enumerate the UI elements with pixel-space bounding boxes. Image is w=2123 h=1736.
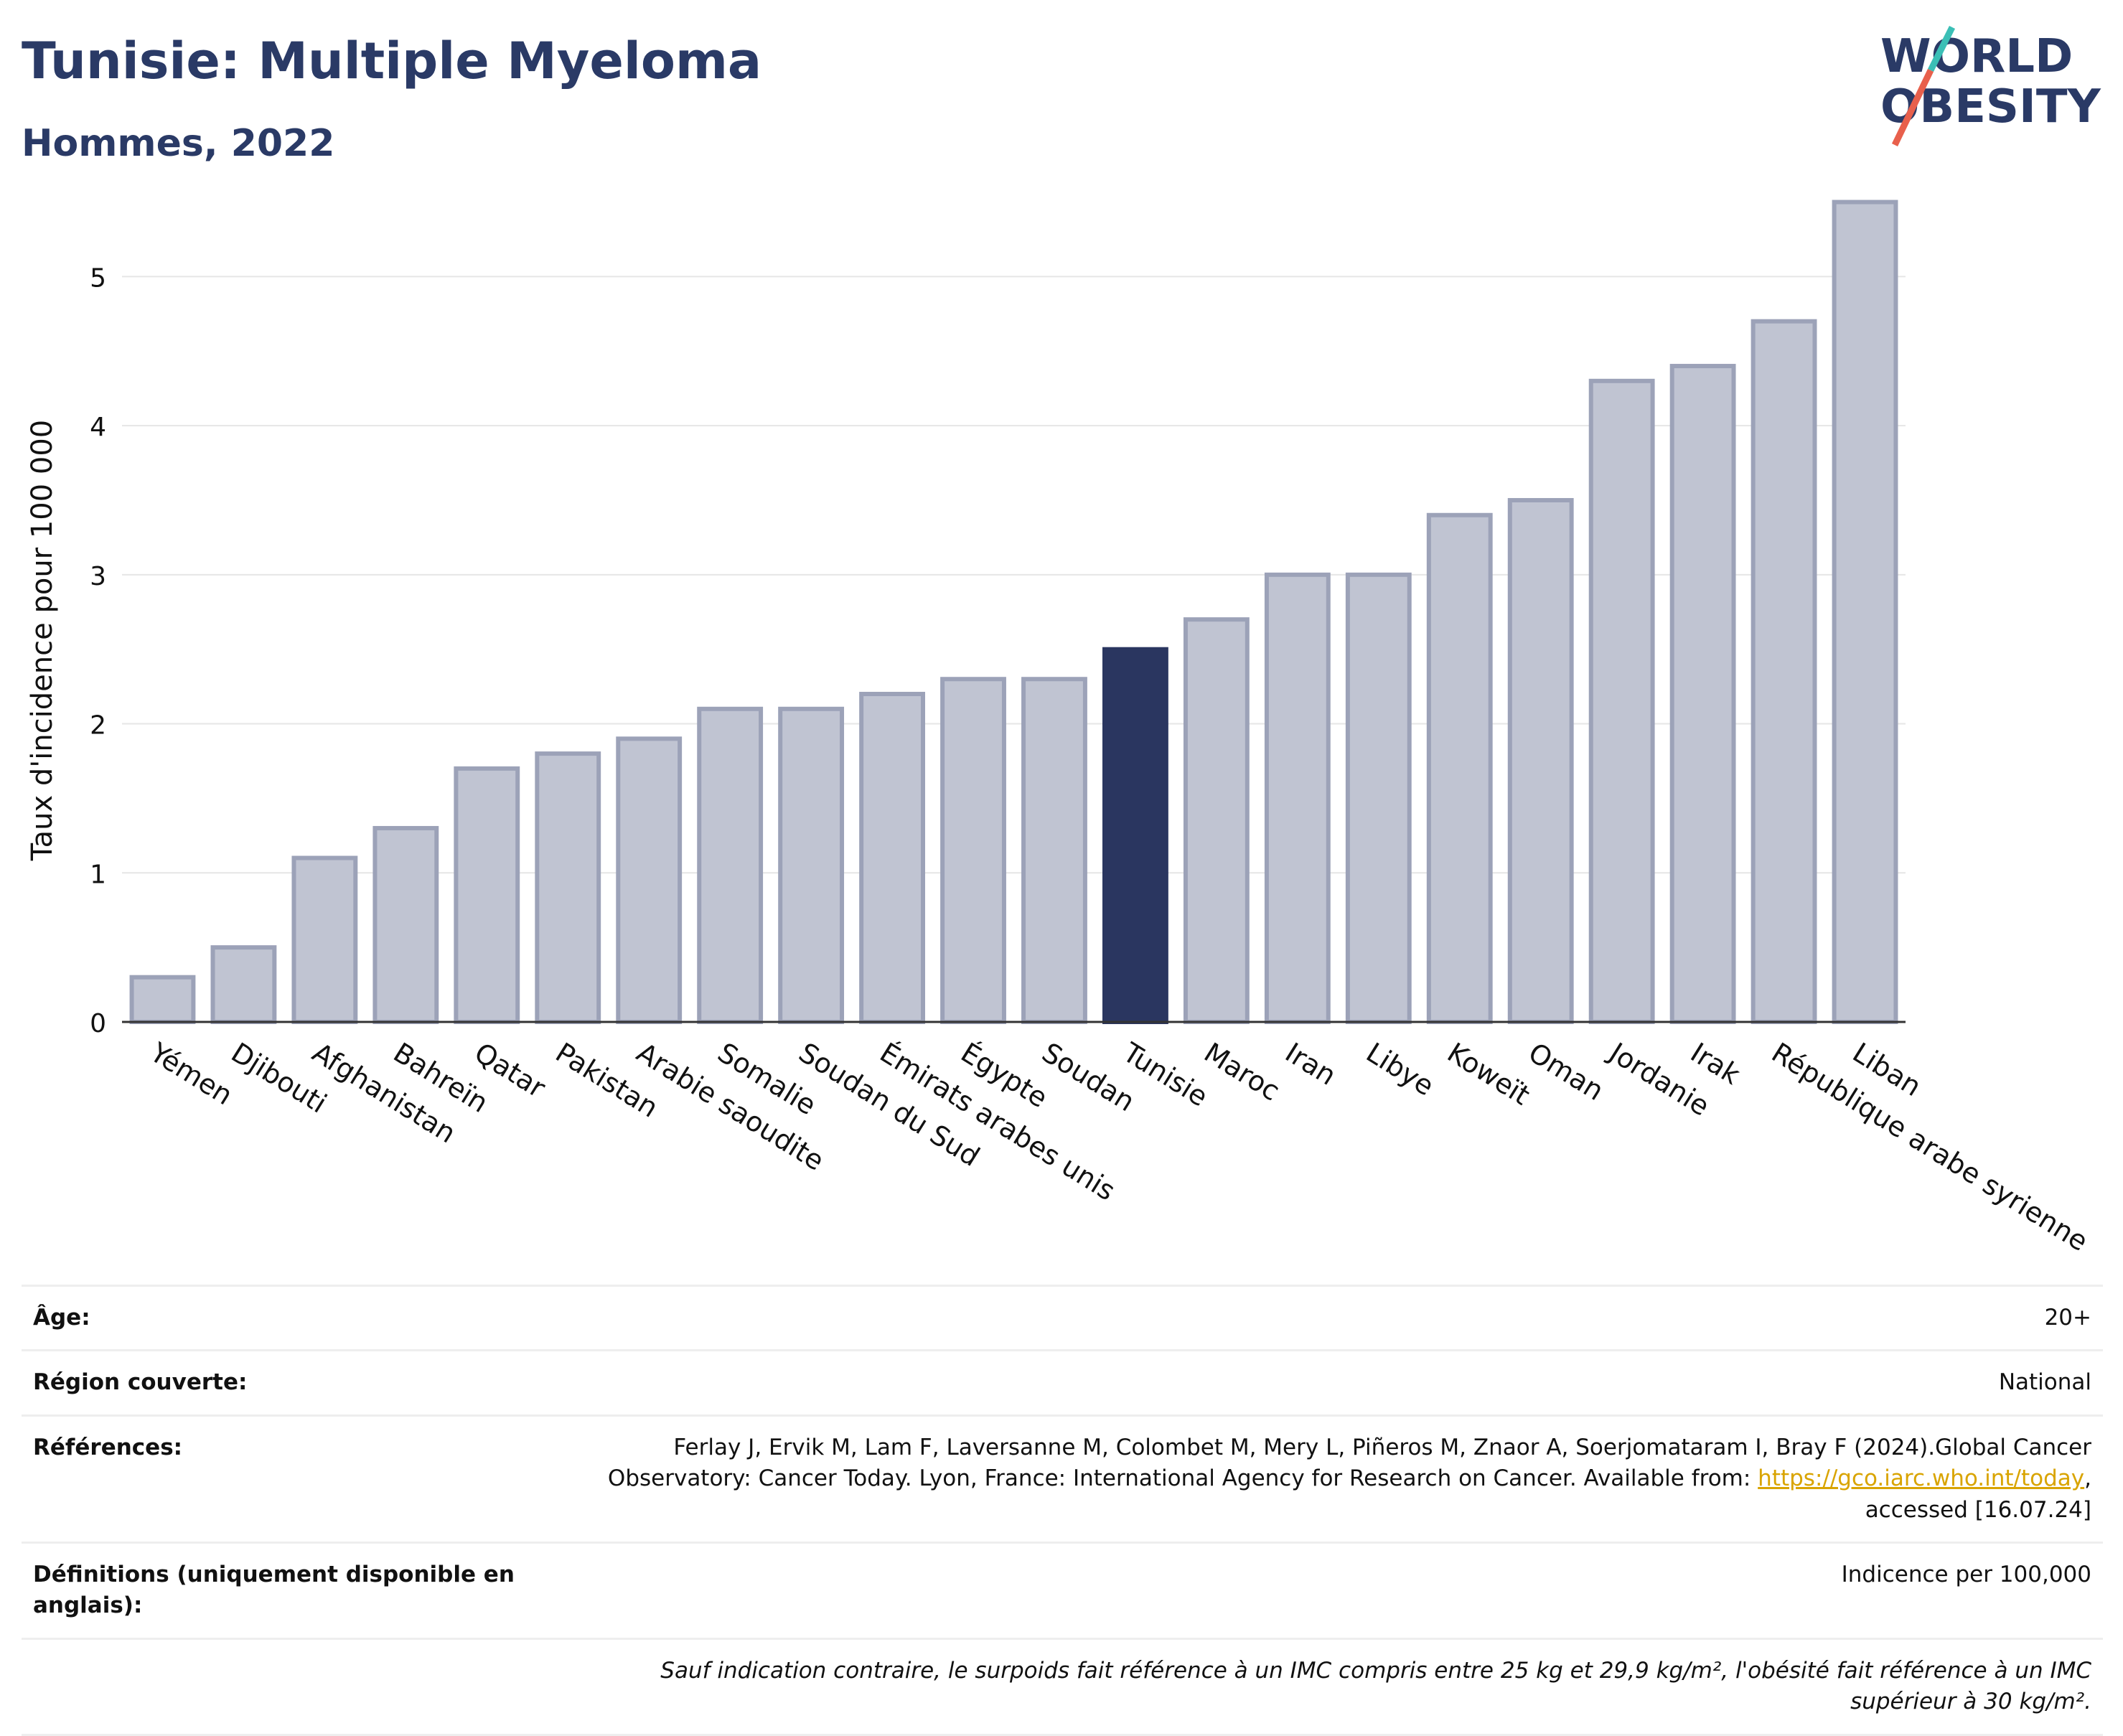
bar-15 <box>1345 572 1412 1024</box>
bar-14 <box>1264 572 1331 1024</box>
bar-8 <box>778 706 845 1025</box>
references-label: Références: <box>33 1434 183 1460</box>
bar-0 <box>129 975 196 1024</box>
y-tick-label: 5 <box>90 263 106 293</box>
bar-19 <box>1669 364 1736 1024</box>
bar-12 <box>1102 647 1168 1024</box>
bar-21 <box>1832 200 1898 1025</box>
meta-row-age: Âge: 20+ <box>22 1285 2103 1349</box>
bar-10 <box>940 677 1006 1024</box>
bars <box>129 200 1898 1025</box>
y-tick-label: 2 <box>90 711 106 741</box>
y-tick-label: 4 <box>90 413 106 442</box>
bar-2 <box>291 855 358 1025</box>
x-tick-label: Soudan <box>1036 1036 1140 1117</box>
x-tick-label: Oman <box>1523 1036 1609 1107</box>
logo-line-1: WORLD <box>1880 30 2073 83</box>
bar-13 <box>1183 617 1250 1024</box>
meta-row-definitions: Définitions (uniquement disponible en an… <box>22 1541 2103 1638</box>
references-text: Ferlay J, Ervik M, Lam F, Laversanne M, … <box>607 1434 2091 1492</box>
x-tick-label: Maroc <box>1199 1036 1285 1107</box>
definitions-label: Définitions (uniquement disponible en an… <box>33 1561 515 1619</box>
bar-1 <box>210 945 277 1025</box>
bar-3 <box>372 825 439 1025</box>
meta-row-region: Région couverte: National <box>22 1349 2103 1414</box>
logo-slash-bottom <box>1891 69 1934 146</box>
bar-17 <box>1507 497 1574 1024</box>
logo-slash-top <box>1927 25 1956 72</box>
references-link[interactable]: https://gco.iarc.who.int/today <box>1758 1465 2085 1492</box>
bar-5 <box>535 751 601 1024</box>
definitions-value: Indicence per 100,000 <box>1841 1561 2091 1587</box>
world-obesity-logo: WORLD OBESITY <box>1880 25 2101 146</box>
bar-6 <box>616 736 683 1025</box>
references-value: Ferlay J, Ervik M, Lam F, Laversanne M, … <box>548 1432 2091 1526</box>
x-tick-labels: YémenDjiboutiAfghanistanBahreïnQatarPaki… <box>144 1036 2094 1257</box>
bar-20 <box>1751 319 1817 1024</box>
age-value: 20+ <box>2044 1305 2091 1331</box>
bar-16 <box>1426 512 1493 1024</box>
bar-4 <box>454 766 520 1024</box>
x-tick-label: Koweït <box>1442 1036 1535 1111</box>
bar-9 <box>859 692 925 1024</box>
y-tick-label: 0 <box>90 1009 106 1038</box>
logo-line-2: OBESITY <box>1880 80 2101 133</box>
region-label: Région couverte: <box>33 1369 248 1396</box>
age-label: Âge: <box>33 1305 90 1331</box>
meta-row-references: Références: Ferlay J, Ervik M, Lam F, La… <box>22 1414 2103 1542</box>
page-subtitle: Hommes, 2022 <box>22 122 335 165</box>
bar-18 <box>1588 378 1655 1024</box>
x-tick-label: Libye <box>1361 1036 1440 1102</box>
y-axis-label: Taux d'incidence pour 100 000 <box>26 420 59 861</box>
region-value: National <box>1998 1369 2091 1396</box>
page-title: Tunisie: Multiple Myeloma <box>22 32 762 90</box>
meta-row-note: Sauf indication contraire, le surpoids f… <box>22 1637 2103 1736</box>
x-tick-label: République arabe syrienne <box>1766 1036 2094 1257</box>
x-tick-label: Yémen <box>144 1036 238 1112</box>
y-tick-label: 3 <box>90 562 106 591</box>
metadata-table: Âge: 20+ Région couverte: National Référ… <box>22 1285 2103 1736</box>
references-tail: , accessed [16.07.24] <box>1865 1465 2091 1523</box>
bmi-note: Sauf indication contraire, le surpoids f… <box>660 1657 2091 1715</box>
bar-11 <box>1021 677 1087 1024</box>
y-tick-labels: 0 1 2 3 4 5 <box>90 263 106 1038</box>
bar-7 <box>697 706 764 1025</box>
y-tick-label: 1 <box>90 860 106 889</box>
bar-chart: 0 1 2 3 4 5 YémenDjiboutiAfghanistanBahreïnQa… <box>26 200 2094 1257</box>
x-tick-label: Iran <box>1280 1036 1341 1092</box>
